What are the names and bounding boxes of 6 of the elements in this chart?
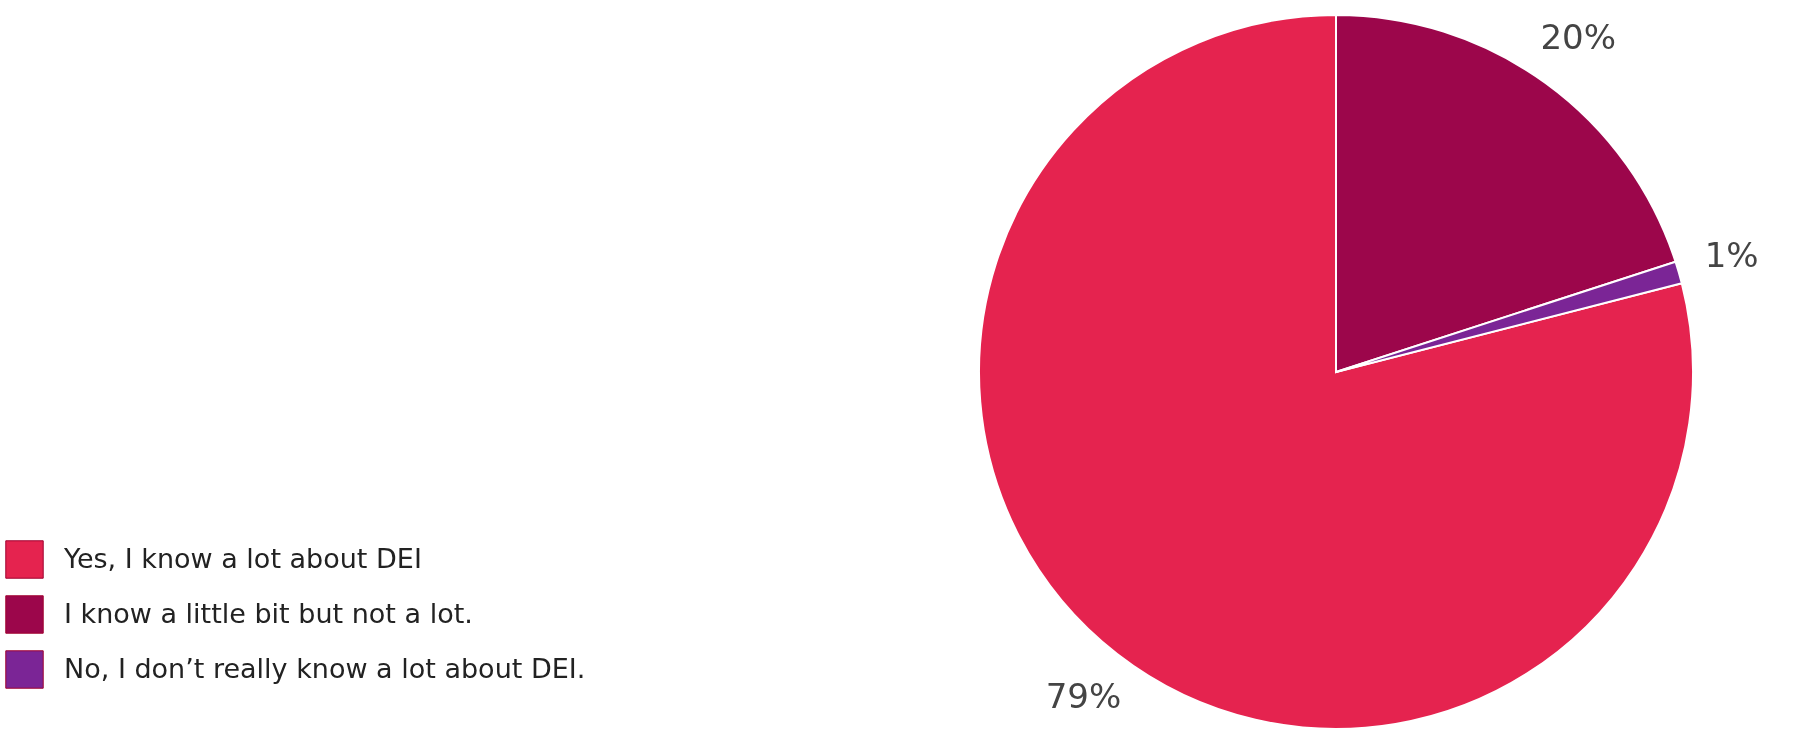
data-label: 79% bbox=[1045, 675, 1122, 716]
legend-label: I know a little bit but not a lot. bbox=[64, 597, 473, 629]
data-label: 20% bbox=[1540, 16, 1616, 57]
legend-label: Yes, I know a lot about DEI bbox=[63, 542, 422, 574]
legend-label: No, I don’t really know a lot about DEI. bbox=[64, 652, 586, 684]
data-label: 1% bbox=[1704, 235, 1759, 276]
